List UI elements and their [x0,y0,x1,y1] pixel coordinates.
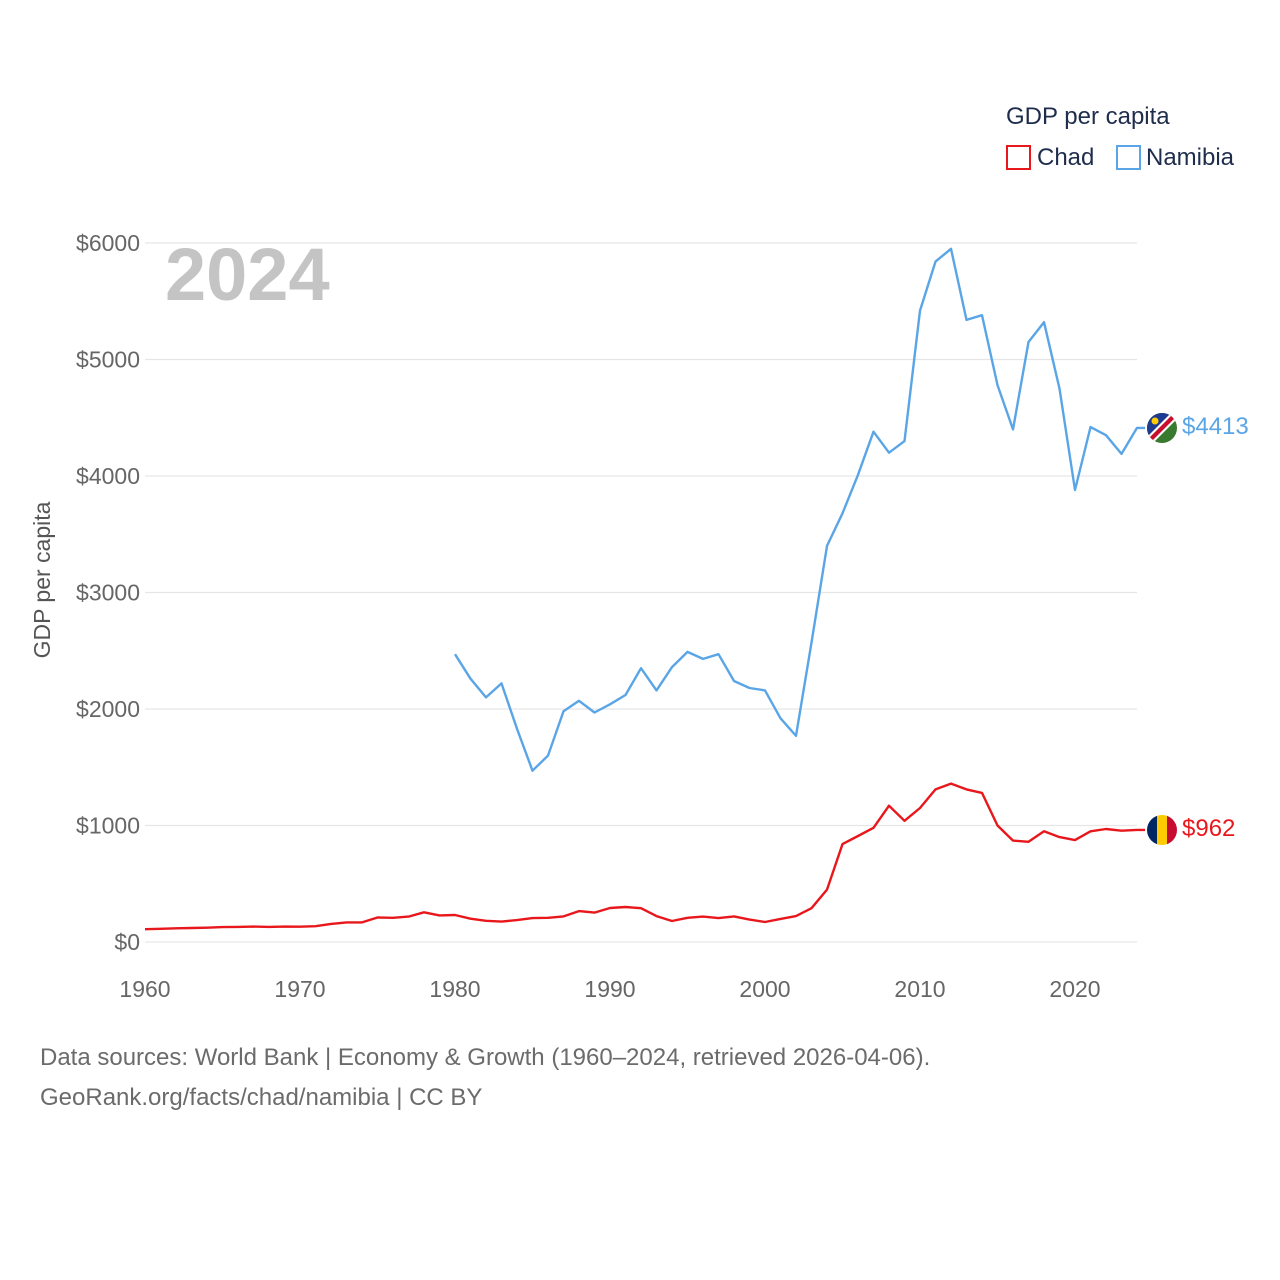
series-lines [144,247,1145,931]
x-tick-label: 1970 [274,976,325,1002]
x-axis-ticks: 1960 1970 1980 1990 2000 2010 2020 [119,976,1100,1002]
y-tick-label: $1000 [76,813,140,839]
series-line-chad[interactable] [144,782,1145,931]
legend-label-chad[interactable]: Chad [1037,144,1094,171]
legend-title: GDP per capita [1006,103,1170,130]
legend-swatch-namibia [1116,145,1141,170]
namibia-end-marker: $4413 [1147,413,1249,443]
y-tick-label: $6000 [76,230,140,256]
x-tick-label: 2020 [1049,976,1100,1002]
series-line-namibia[interactable] [453,247,1145,772]
x-tick-label: 1960 [119,976,170,1002]
x-tick-label: 1980 [429,976,480,1002]
legend-label-namibia[interactable]: Namibia [1146,144,1235,171]
y-tick-label: $5000 [76,347,140,373]
y-tick-label: $3000 [76,580,140,606]
data-source-note: Data sources: World Bank | Economy & Gro… [40,1044,931,1071]
source-link[interactable]: GeoRank.org/facts/chad/namibia | CC BY [40,1084,483,1111]
chad-end-value: $962 [1182,815,1235,842]
x-tick-label: 2010 [894,976,945,1002]
x-tick-label: 2000 [739,976,790,1002]
namibia-end-value: $4413 [1182,413,1249,440]
year-watermark: 2024 [165,233,330,316]
namibia-flag-icon [1147,413,1177,443]
chad-flag-icon [1147,815,1177,845]
legend-swatch-chad [1006,145,1031,170]
y-axis-ticks: $0 $1000 $2000 $3000 $4000 $5000 $6000 [76,230,140,955]
x-tick-label: 1990 [584,976,635,1002]
chad-end-marker: $962 [1147,815,1235,845]
y-tick-label: $4000 [76,463,140,489]
y-tick-label: $0 [114,929,140,955]
gridlines [145,242,1137,943]
y-axis-label: GDP per capita [29,501,55,658]
y-tick-label: $2000 [76,696,140,722]
legend: GDP per capita Chad Namibia [1006,103,1235,171]
